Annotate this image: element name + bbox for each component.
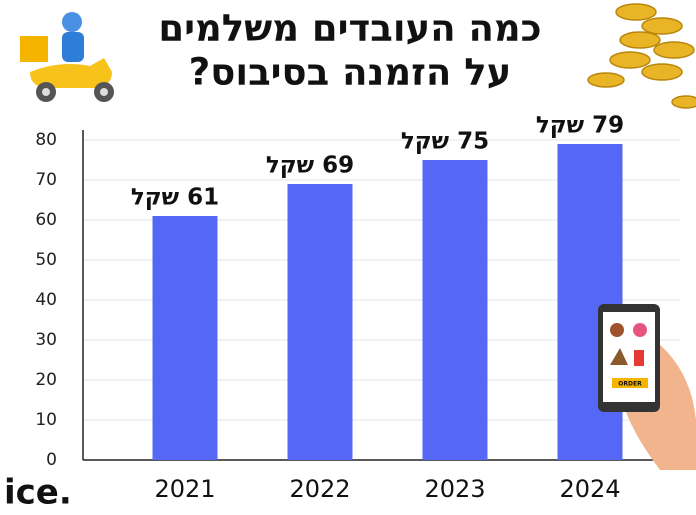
x-tick-label: 2023 — [424, 475, 485, 503]
y-tick-label: 30 — [35, 330, 57, 350]
y-tick-label: 20 — [35, 370, 57, 390]
bar — [152, 216, 218, 460]
coins-illustration — [587, 3, 696, 109]
chart-title: כמה העובדים משלמים — [158, 7, 541, 50]
y-tick-label: 0 — [46, 450, 57, 470]
x-tick-label: 2024 — [559, 475, 620, 503]
y-tick-label: 60 — [35, 210, 57, 230]
bar — [557, 144, 623, 460]
order-button-text: ORDER — [618, 381, 642, 388]
y-tick-label: 70 — [35, 170, 57, 190]
chart-subtitle: על הזמנה בסיבוס? — [189, 51, 511, 94]
x-tick-label: 2021 — [154, 475, 215, 503]
y-tick-label: 40 — [35, 290, 57, 310]
value-label: 61 שקל — [131, 185, 219, 211]
x-tick-label: 2022 — [289, 475, 350, 503]
bar — [422, 160, 488, 460]
value-label: 75 שקל — [401, 129, 489, 155]
logo: ice. — [4, 473, 72, 513]
y-tick-label: 50 — [35, 250, 57, 270]
y-tick-label: 80 — [35, 130, 57, 150]
y-tick-label: 10 — [35, 410, 57, 430]
bar — [287, 184, 353, 460]
phone-illustration: ORDER — [598, 304, 696, 470]
value-label: 79 שקל — [536, 113, 624, 139]
value-label: 69 שקל — [266, 153, 354, 179]
scooter-illustration — [20, 12, 114, 102]
